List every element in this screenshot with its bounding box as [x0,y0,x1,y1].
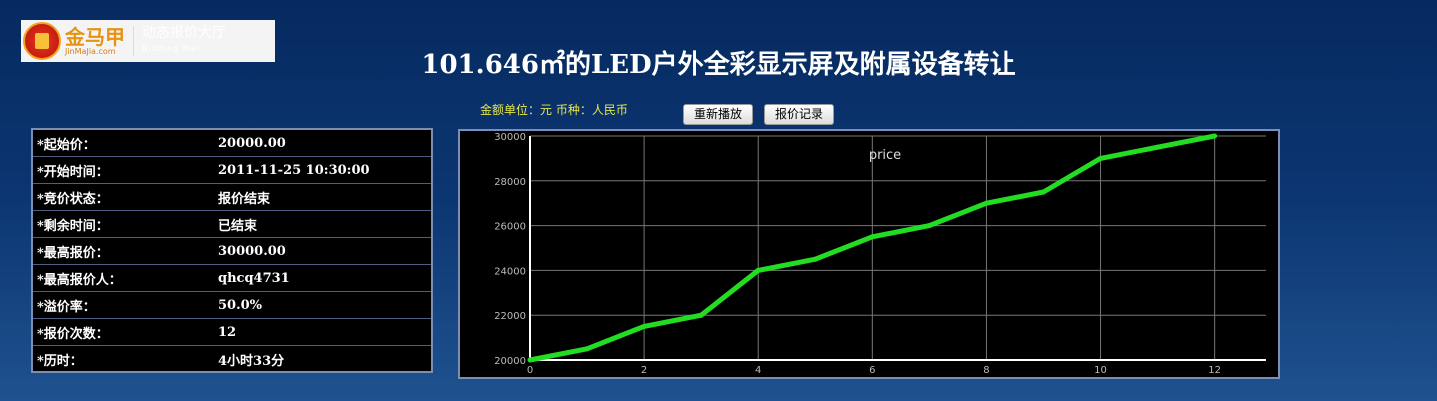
x-tick-label: 6 [869,365,875,376]
info-row: *溢价率： 50.0% [33,292,431,319]
page-title: 101.646㎡的LED户外全彩显示屏及附属设备转让 [421,50,1016,80]
logo-brand-cn: 金马甲 [65,24,125,49]
info-value: 2011-11-25 10:30:00 [218,162,370,178]
logo-brand-en: JinMaJia.com [65,46,116,56]
info-value: 30000.00 [218,243,286,259]
info-label: *起始价： [37,137,96,153]
price-chart-svg: 20000 22000 24000 26000 28000 30000 0 2 4 6 8 10 12 p… [494,132,1266,376]
data-point [1212,133,1218,139]
info-row: *竞价状态： 报价结束 [33,184,431,211]
x-tick-label: 10 [1094,365,1107,376]
x-tick-label: 4 [755,365,761,376]
x-tick-label: 2 [641,365,647,376]
info-value: 12 [218,324,237,340]
info-value: qhcq4731 [218,270,290,286]
chart-title: price [869,148,901,163]
y-tick-label: 24000 [494,266,526,277]
info-value: 50.0% [218,297,263,313]
x-tick-label: 0 [527,365,533,376]
data-point [869,234,875,240]
data-point [926,223,932,229]
x-tick-label: 12 [1208,365,1221,376]
price-chart: 20000 22000 24000 26000 28000 30000 0 2 4 6 8 10 12 p… [458,129,1280,379]
info-row: *开始时间： 2011-11-25 10:30:00 [33,157,431,184]
x-tick-label: 8 [983,365,989,376]
info-row: *报价次数： 12 [33,319,431,346]
info-value: 20000.00 [218,135,286,151]
info-value: 报价结束 [218,191,271,207]
info-row: *最高报价人： qhcq4731 [33,265,431,292]
info-label: *报价次数： [37,326,109,342]
y-tick-label: 22000 [494,311,526,322]
logo-hall-en: Bidding Hall [142,44,203,53]
logo-hall-cn: 动态报价大厅 [142,25,226,41]
data-point [698,312,704,318]
info-label: *最高报价人： [37,272,122,288]
info-value: 已结束 [218,218,258,234]
replay-button[interactable]: 重新播放 [683,104,754,125]
info-label: *最高报价： [37,245,109,261]
data-point [584,346,590,352]
auction-info-table: *起始价： 20000.00 *开始时间： 2011-11-25 10:30:00 *竞… [31,128,433,373]
info-row: *最高报价： 30000.00 [33,238,431,265]
info-value: 4小时33分 [218,354,285,369]
info-label: *开始时间： [37,164,109,180]
y-tick-label: 30000 [494,132,526,143]
data-point [812,256,818,262]
data-point [1040,189,1046,195]
data-point [527,357,533,363]
info-row: *剩余时间： 已结束 [33,211,431,238]
logo-hall: 动态报价大厅 Bidding Hall [142,25,226,57]
data-point [1098,155,1104,161]
y-tick-label: 20000 [494,356,526,367]
logo: 金马甲 JinMaJia.com 动态报价大厅 Bidding Hall [21,20,275,62]
y-tick-label: 28000 [494,177,526,188]
data-point [755,267,761,273]
bid-records-button[interactable]: 报价记录 [764,104,835,125]
info-row: *起始价： 20000.00 [33,130,431,157]
info-row: *历时： 4小时33分 [33,346,431,373]
logo-book-icon [23,22,61,60]
data-point [641,323,647,329]
data-point [983,200,989,206]
info-label: *竞价状态： [37,191,109,207]
data-point [1155,144,1161,150]
logo-divider [133,26,134,56]
info-label: *溢价率： [37,299,96,315]
y-tick-label: 26000 [494,222,526,233]
currency-unit-text: 金额单位：元 币种：人民币 [480,103,628,117]
info-label: *剩余时间： [37,218,109,234]
info-label: *历时： [37,354,83,369]
